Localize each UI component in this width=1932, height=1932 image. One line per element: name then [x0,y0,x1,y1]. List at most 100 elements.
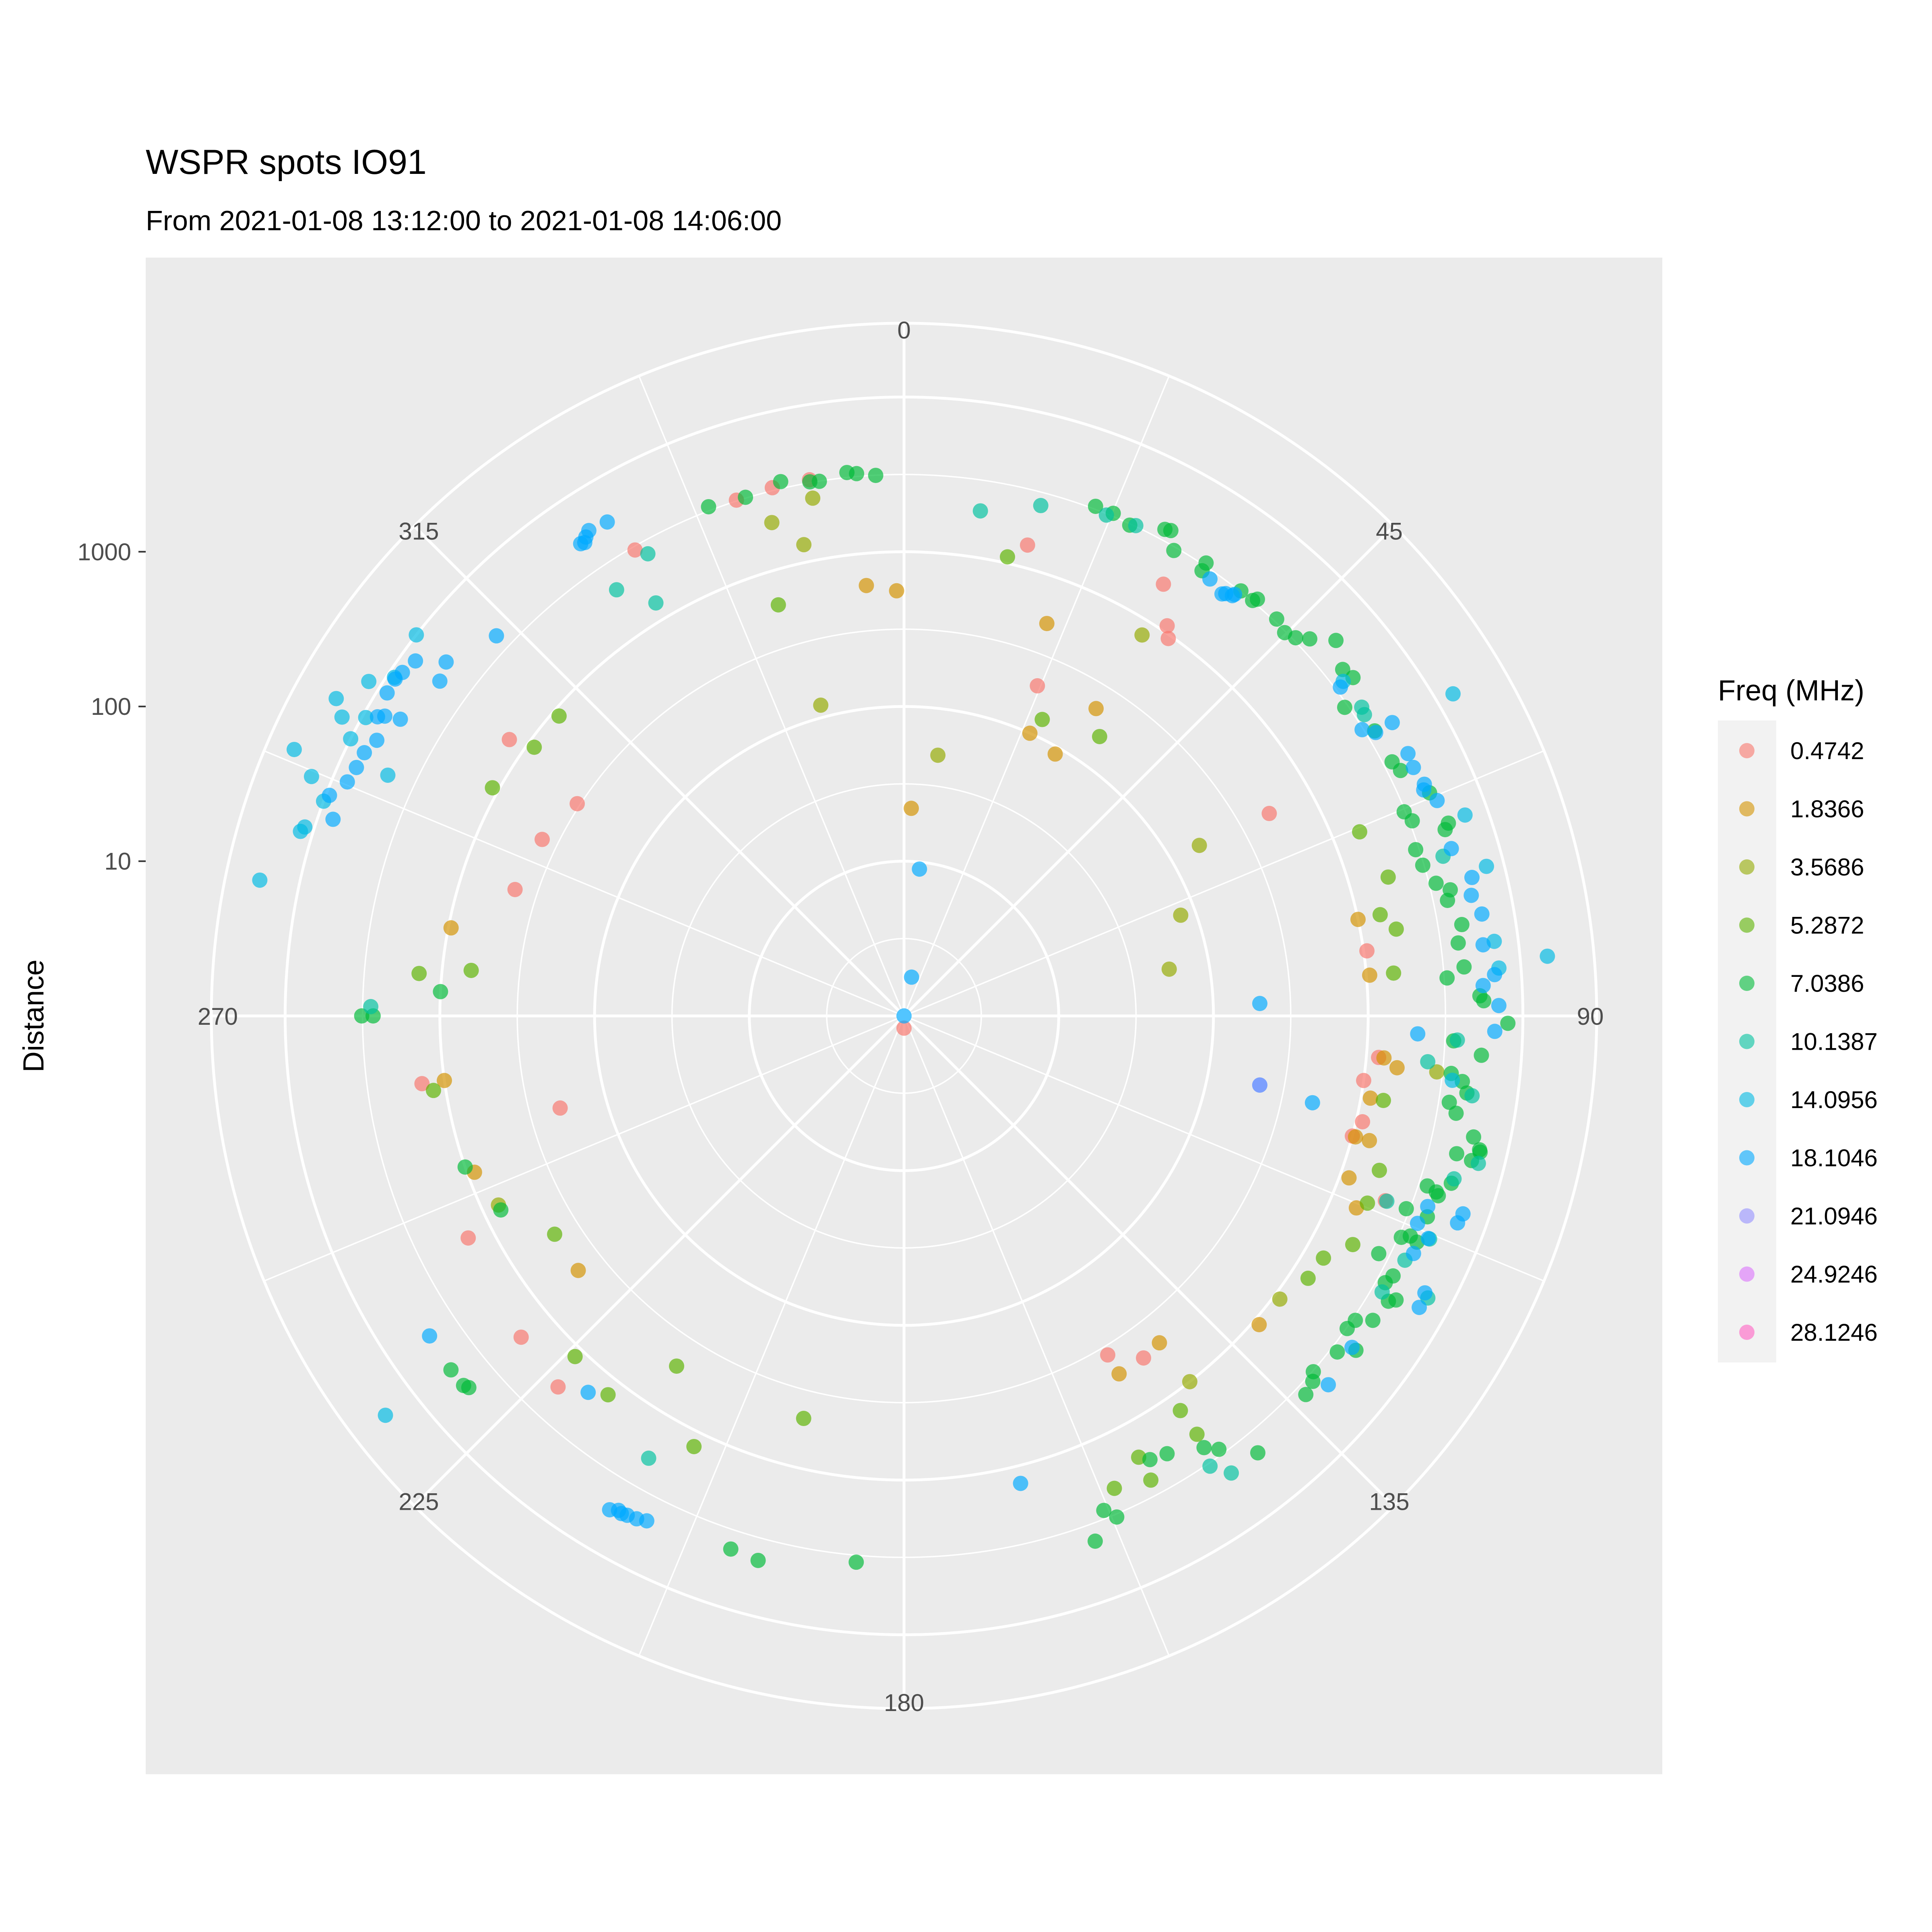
data-point-5-2872-28 [1388,921,1404,937]
data-point-18-1046-5 [581,523,597,539]
data-point-18-1046-0 [896,1008,912,1024]
r-tick-label-1000: 1000 [78,539,131,566]
data-point-7-0386-42 [1500,1016,1516,1031]
data-point-18-1046-15 [349,760,364,775]
data-point-14-0956-0 [286,742,302,758]
data-point-7-0386-21 [1250,591,1265,607]
data-point-7-0386-97 [1415,857,1430,873]
data-point-14-0956-18 [1445,1073,1460,1088]
data-point-18-1046-57 [1344,1340,1360,1355]
data-point-7-0386-22 [1269,611,1284,627]
data-point-18-1046-13 [325,811,341,827]
data-point-7-0386-96 [1408,842,1424,857]
r-gridline-3 [593,705,1215,1327]
data-point-5-2872-24 [1189,1426,1205,1442]
data-point-1-8366-22 [1348,1129,1363,1145]
data-point-0-4742-14 [513,1329,529,1345]
data-point-7-0386-83 [493,1202,509,1218]
data-point-5-2872-3 [463,962,479,978]
data-point-18-1046-56 [1410,1216,1425,1231]
theta-gridline-225 [413,1015,905,1507]
data-point-14-0956-10 [361,674,377,689]
theta-tick-label-135: 135 [1369,1488,1410,1515]
data-point-0-4742-0 [1020,537,1035,553]
data-point-7-0386-6 [849,466,865,481]
data-point-7-0386-16 [1166,543,1182,558]
data-point-5-2872-26 [1380,869,1396,885]
data-point-18-1046-21 [432,673,448,689]
data-point-7-0386-76 [1096,1503,1112,1518]
data-point-3-5686-9 [764,515,780,530]
data-point-18-1046-48 [1491,998,1507,1013]
data-point-1-8366-2 [904,801,919,816]
legend-key-14-0956 [1739,1092,1754,1107]
legend-title: Freq (MHz) [1718,675,1864,707]
data-point-18-1046-67 [1412,1300,1427,1315]
data-point-5-2872-10 [526,739,542,755]
data-point-7-0386-24 [1288,630,1303,646]
data-point-0-4742-26 [1100,1347,1116,1363]
data-point-5-2872-12 [1345,1237,1360,1253]
data-point-10-1387-0 [972,503,988,519]
data-point-18-1046-31 [1202,571,1218,587]
data-point-21-0946-0 [1252,1077,1267,1093]
data-point-7-0386-7 [868,468,883,483]
data-point-1-8366-16 [1251,1317,1267,1333]
data-point-5-2872-0 [770,597,786,613]
data-point-1-8366-12 [570,1263,586,1278]
data-point-7-0386-36 [1440,892,1455,908]
data-point-7-0386-90 [1420,1178,1435,1194]
data-point-5-2872-23 [1172,1403,1188,1418]
data-point-7-0386-89 [1441,1094,1457,1110]
data-point-7-0386-25 [1302,631,1318,647]
legend-key-28-1246 [1739,1325,1754,1340]
data-point-0-4742-18 [535,832,550,847]
chart-title: WSPR spots IO91 [146,143,427,182]
r-gridline-2 [671,783,1137,1249]
legend-key-1-8366 [1739,801,1754,817]
data-point-14-0956-5 [343,731,359,747]
theta-tick-label-45: 45 [1376,518,1403,545]
data-point-7-0386-95 [1404,813,1420,829]
data-point-7-0386-86 [1439,970,1455,986]
legend-label-10-1387: 10.1387 [1790,1028,1878,1055]
data-point-7-0386-70 [1250,1445,1265,1461]
legend: Freq (MHz) 0.4742 1.8366 3.5686 5.2872 7.038… [1718,675,1878,1362]
data-point-7-0386-66 [1329,1344,1345,1360]
data-point-10-1387-5 [648,595,664,611]
data-point-7-0386-68 [1305,1374,1321,1389]
data-point-0-4742-5 [1160,631,1176,646]
legend-label-18-1046: 18.1046 [1790,1145,1878,1172]
data-point-7-0386-78 [750,1552,766,1568]
data-point-1-8366-19 [1022,725,1038,741]
data-point-7-0386-8 [848,1554,864,1570]
data-point-14-0956-14 [378,1408,393,1423]
data-point-0-4742-17 [570,796,585,811]
data-point-18-1046-14 [339,774,355,790]
data-point-5-2872-15 [547,1226,562,1242]
data-point-5-2872-17 [567,1349,583,1364]
data-point-10-1387-10 [1224,1465,1239,1481]
data-point-18-1046-41 [1416,782,1432,798]
data-point-5-2872-31 [1372,1162,1387,1178]
data-point-7-0386-15 [1157,522,1173,537]
theta-gridline-157-5 [903,1016,1170,1656]
legend-label-5-2872: 5.2872 [1790,912,1864,939]
legend-key-7-0386 [1739,976,1754,991]
theta-gridline-337-5 [638,376,905,1016]
data-point-10-1387-2 [1098,507,1114,523]
data-point-10-1387-12 [641,1450,656,1466]
data-point-10-1387-13 [363,999,379,1014]
data-point-7-0386-43 [1474,1047,1489,1063]
data-point-18-1046-28 [619,1507,635,1523]
data-point-1-8366-8 [1350,912,1366,927]
data-point-3-5686-10 [805,490,821,506]
angle-axis-labels: 0 45 90 135 180 225 270 315 [198,317,1604,1716]
theta-tick-label-180: 180 [884,1689,924,1716]
data-point-5-2872-27 [1352,824,1367,840]
data-point-3-5686-5 [1272,1291,1288,1307]
data-point-5-2872-9 [551,708,567,724]
data-point-7-0386-9 [738,489,753,505]
r-gridline-7 [283,395,1525,1637]
data-point-5-2872-7 [796,1411,811,1426]
